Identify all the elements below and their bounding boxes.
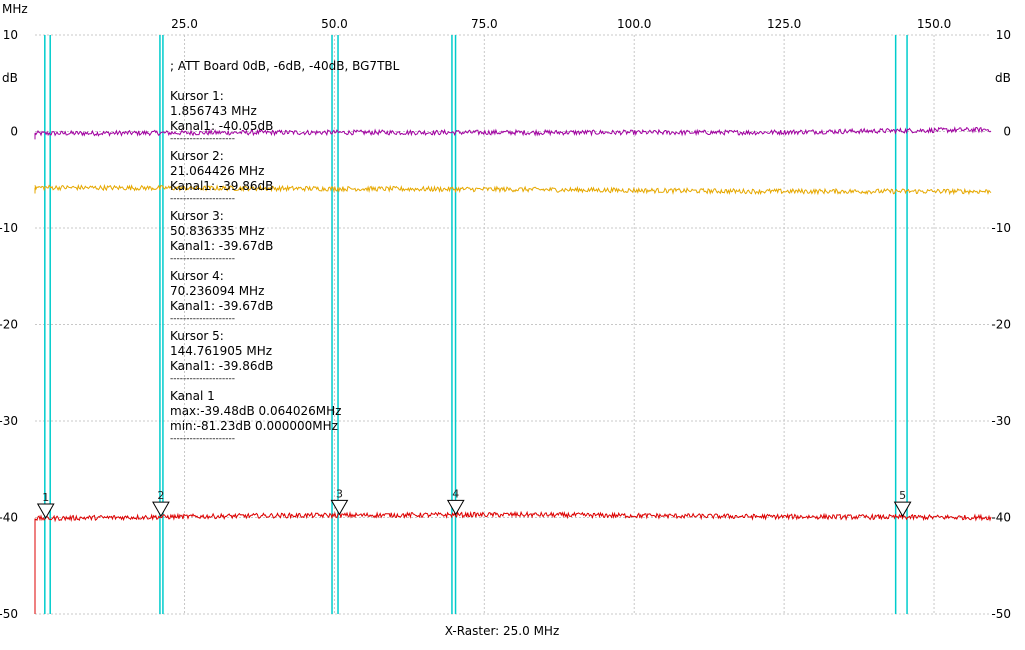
x-tick-label: 50.0 xyxy=(321,17,348,31)
marker-label: 4 xyxy=(452,487,459,500)
annotation-line: Kursor 1: xyxy=(170,89,224,103)
y-tick-label-right: -10 xyxy=(991,221,1011,235)
marker-label: 1 xyxy=(42,491,49,504)
x-tick-label: 125.0 xyxy=(767,17,801,31)
y-tick-label-left: -50 xyxy=(0,607,18,621)
annotation-line: Kanal1: -39.86dB xyxy=(170,359,273,373)
x-tick-label: 75.0 xyxy=(471,17,498,31)
annotation-line: -------------------- xyxy=(170,134,235,144)
y-tick-label-right: -50 xyxy=(991,607,1011,621)
x-tick-labels: 25.0 50.0 75.0 100.0 125.0 150.0 xyxy=(171,17,951,31)
annotation-line: ; ATT Board 0dB, -6dB, -40dB, BG7TBL xyxy=(170,59,400,73)
annotation-line: 50.836335 MHz xyxy=(170,224,264,238)
annotation-line: -------------------- xyxy=(170,374,235,384)
annotation-line: -------------------- xyxy=(170,434,235,444)
trace-1 xyxy=(34,126,992,137)
y-tick-label-right: 0 xyxy=(1003,125,1011,139)
x-unit-label: MHz xyxy=(2,2,28,16)
annotation-line: Kursor 3: xyxy=(170,209,224,223)
annotation-line: 70.236094 MHz xyxy=(170,284,264,298)
annotation-line: 1.856743 MHz xyxy=(170,104,257,118)
y-tick-label-left: -30 xyxy=(0,414,18,428)
marker-triangle xyxy=(446,499,465,516)
y-tick-label-right: -20 xyxy=(991,318,1011,332)
annotation-line: max:-39.48dB 0.064026MHz xyxy=(170,404,341,418)
marker-triangle xyxy=(893,501,912,518)
marker-label: 3 xyxy=(336,487,343,500)
axes: MHz dB dB X-Raster: 25.0 MHz xyxy=(2,2,1011,638)
x-axis-label: X-Raster: 25.0 MHz xyxy=(445,624,560,638)
y-tick-label-left: -20 xyxy=(0,318,18,332)
trace-3 xyxy=(34,510,992,523)
cursor-annotation: ; ATT Board 0dB, -6dB, -40dB, BG7TBL Kurs… xyxy=(170,59,400,444)
trace-2 xyxy=(34,183,992,196)
marker-label: 2 xyxy=(157,489,164,502)
x-tick-label: 100.0 xyxy=(617,17,651,31)
x-tick-label: 150.0 xyxy=(917,17,951,31)
annotation-line: -------------------- xyxy=(170,314,235,324)
annotation-line: Kanal 1 xyxy=(170,389,215,403)
annotation-line: Kanal1: -39.67dB xyxy=(170,239,273,253)
annotation-line: Kursor 4: xyxy=(170,269,224,283)
x-tick-label: 25.0 xyxy=(171,17,198,31)
annotation-line: 144.761905 MHz xyxy=(170,344,272,358)
y-tick-label-right: -40 xyxy=(991,511,1011,525)
annotation-line: 21.064426 MHz xyxy=(170,164,264,178)
marker-triangle xyxy=(330,499,349,516)
marker-label: 5 xyxy=(899,489,906,502)
y-tick-label-left: -10 xyxy=(0,221,18,235)
y-tick-label-left: -40 xyxy=(0,511,18,525)
annotation-line: Kanal1: -40.05dB xyxy=(170,119,273,133)
annotation-line: min:-81.23dB 0.000000MHz xyxy=(170,419,338,433)
annotation-line: Kanal1: -39.67dB xyxy=(170,299,273,313)
markers: 1 2 3 4 5 xyxy=(36,487,912,519)
annotation-line: -------------------- xyxy=(170,254,235,264)
annotation-line: -------------------- xyxy=(170,194,235,204)
y-tick-label-right: -30 xyxy=(991,414,1011,428)
y-unit-label-left: dB xyxy=(2,71,18,85)
annotation-line: Kursor 2: xyxy=(170,149,224,163)
marker-triangle xyxy=(152,501,170,518)
traces xyxy=(34,126,992,614)
annotation-line: Kanal1: -39.86dB xyxy=(170,179,273,193)
y-tick-label-left: 0 xyxy=(10,125,18,139)
marker-triangle xyxy=(36,503,55,519)
y-tick-label-left: 10 xyxy=(3,28,18,42)
y-tick-label-right: 10 xyxy=(996,28,1011,42)
annotation-line: Kursor 5: xyxy=(170,329,224,343)
y-unit-label-right: dB xyxy=(995,71,1011,85)
y-tick-labels: 10 10 0 0 -10 -10 -20 -20 -30 -30 -40 -40 -50 -50 xyxy=(0,28,1011,621)
